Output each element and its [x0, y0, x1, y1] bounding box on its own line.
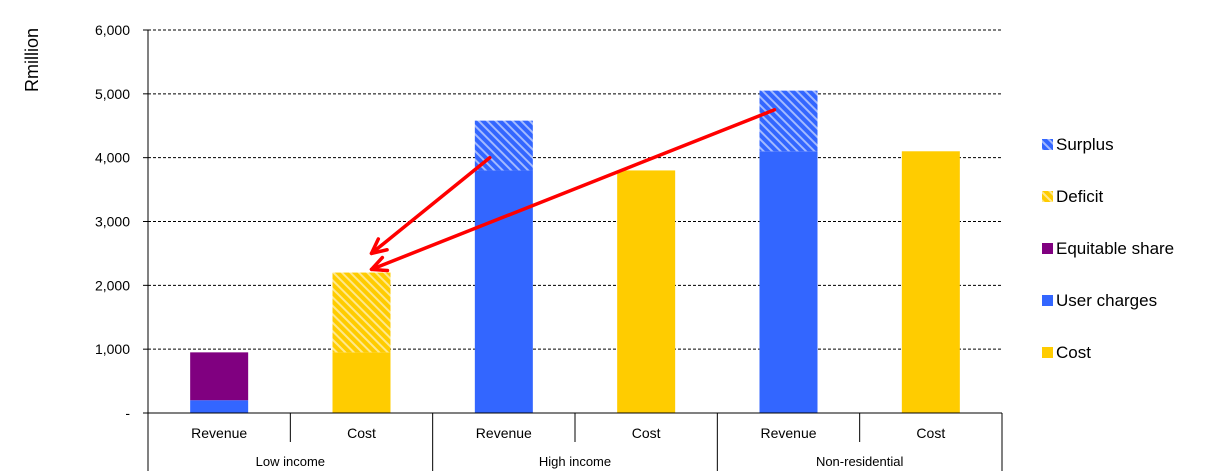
axes [147, 30, 1003, 471]
arrow-shaft [369, 155, 492, 256]
bar-surplus [759, 90, 818, 152]
x-category-label: Revenue [760, 425, 816, 441]
x-axis-categories: Revenue Cost Revenue Cost Revenue Cost [191, 425, 945, 441]
annotation-arrow [369, 155, 492, 256]
arrow-shaft [369, 108, 777, 272]
bar-equitable-share [190, 352, 249, 401]
x-group-label: Non-residential [816, 454, 904, 469]
y-tick-label: 6,000 [95, 22, 130, 38]
legend-label: Equitable share [1056, 239, 1174, 258]
legend-swatch [1042, 295, 1053, 306]
annotation-arrows [369, 108, 777, 273]
arrow-head [369, 255, 390, 273]
legend-label: User charges [1056, 291, 1157, 310]
bar-cost [332, 352, 391, 413]
bar-user-charges [759, 151, 818, 414]
gridlines [148, 29, 1002, 350]
x-category-label: Cost [347, 425, 376, 441]
y-tick-label: 3,000 [95, 214, 130, 230]
legend-item: Equitable share [1042, 239, 1174, 258]
bar-cost [617, 170, 676, 413]
x-group-label: High income [539, 454, 611, 469]
y-tick-label: 2,000 [95, 277, 130, 293]
legend-item: User charges [1042, 291, 1157, 310]
x-category-label: Revenue [191, 425, 247, 441]
y-tick-label: 1,000 [95, 341, 130, 357]
y-tick-label: 5,000 [95, 86, 130, 102]
legend-swatch [1042, 347, 1053, 358]
x-category-label: Cost [916, 425, 945, 441]
y-axis-ticks: - 1,000 2,000 3,000 4,000 5,000 6,000 [95, 22, 148, 421]
legend: Surplus Deficit Equitable share User charge… [1042, 135, 1174, 362]
y-axis-label: Rmillion [22, 28, 42, 92]
x-category-label: Cost [632, 425, 661, 441]
legend-swatch [1042, 191, 1053, 202]
x-category-label: Revenue [476, 425, 532, 441]
x-group-label: Low income [256, 454, 325, 469]
legend-label: Surplus [1056, 135, 1114, 154]
legend-label: Deficit [1056, 187, 1104, 206]
legend-item: Deficit [1042, 187, 1104, 206]
legend-item: Cost [1042, 343, 1091, 362]
y-tick-label: 4,000 [95, 150, 130, 166]
x-axis-groups: Low income High income Non-residential [256, 454, 904, 469]
annotation-arrow [369, 108, 777, 273]
legend-swatch [1042, 243, 1053, 254]
legend-item: Surplus [1042, 135, 1114, 154]
legend-label: Cost [1056, 343, 1091, 362]
arrow-head [369, 237, 389, 256]
bar-deficit [332, 272, 391, 353]
bar-user-charges [190, 400, 249, 413]
legend-swatch [1042, 139, 1053, 150]
bar-user-charges [474, 170, 533, 413]
bar-cost [901, 151, 960, 414]
bars [190, 90, 960, 414]
y-tick-label: - [125, 405, 130, 421]
